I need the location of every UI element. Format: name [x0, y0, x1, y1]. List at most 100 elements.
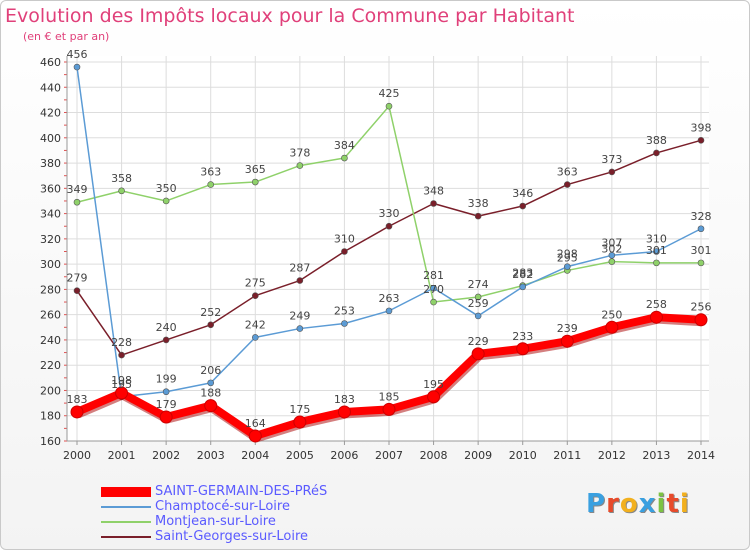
data-point: [296, 277, 304, 284]
logo-letter: r: [606, 489, 620, 519]
data-label: 365: [245, 163, 266, 176]
legend-label-2: Montjean-sur-Loire: [155, 514, 276, 529]
data-label: 274: [468, 278, 489, 291]
x-tick-label: 2002: [152, 449, 180, 462]
data-point: [608, 251, 616, 259]
data-label: 301: [691, 244, 712, 257]
data-label: 164: [245, 417, 266, 430]
data-label: 250: [601, 308, 622, 321]
data-point: [162, 388, 170, 396]
data-label: 253: [334, 305, 355, 318]
chart-title: Evolution des Impôts locaux pour la Comm…: [5, 5, 575, 27]
data-label: 301: [646, 244, 667, 257]
data-label: 270: [423, 283, 444, 296]
data-point: [73, 287, 81, 294]
data-label: 363: [557, 166, 578, 179]
data-point: [653, 149, 660, 157]
data-label: 185: [379, 390, 400, 403]
data-label: 328: [691, 210, 712, 223]
data-point: [337, 405, 351, 419]
legend-label-3: Saint-Georges-sur-Loire: [155, 529, 309, 544]
data-label: 348: [423, 184, 444, 197]
data-label: 373: [601, 153, 622, 166]
x-tick-label: 2000: [63, 449, 91, 462]
data-point: [248, 429, 262, 443]
data-point: [649, 310, 663, 324]
data-point: [471, 347, 485, 361]
data-label: 388: [646, 134, 667, 147]
x-tick-label: 2013: [642, 449, 670, 462]
data-point: [385, 307, 393, 315]
x-tick-label: 2005: [286, 449, 314, 462]
data-point: [430, 200, 437, 207]
data-label: 302: [601, 243, 622, 256]
data-label: 310: [334, 233, 355, 246]
data-label: 338: [468, 197, 489, 210]
data-point: [608, 168, 616, 176]
data-label: 195: [111, 378, 132, 391]
data-label: 179: [156, 398, 177, 411]
y-tick-label: 420: [40, 107, 61, 120]
data-point: [204, 399, 218, 413]
data-label: 287: [289, 262, 310, 275]
y-tick-label: 360: [40, 182, 61, 195]
data-point: [697, 259, 705, 267]
y-tick-label: 260: [40, 309, 61, 322]
data-point: [519, 283, 527, 291]
data-label: 183: [67, 393, 88, 406]
x-tick-label: 2011: [553, 449, 581, 462]
data-label: 456: [67, 48, 88, 61]
data-point: [382, 402, 396, 416]
data-label: 228: [111, 336, 132, 349]
data-point: [694, 313, 708, 327]
data-point: [70, 405, 84, 419]
data-point: [474, 293, 482, 301]
data-label: 188: [200, 387, 221, 400]
data-point: [251, 292, 259, 300]
logo-letter: P: [586, 489, 607, 519]
data-label: 183: [334, 393, 355, 406]
x-tick-label: 2009: [464, 449, 492, 462]
x-tick-label: 2001: [108, 449, 136, 462]
data-label: 282: [512, 268, 533, 281]
data-point: [519, 202, 527, 210]
data-point: [560, 334, 574, 348]
data-point: [653, 259, 660, 267]
data-point: [162, 336, 170, 344]
data-point: [159, 410, 173, 424]
x-tick-label: 2010: [509, 449, 537, 462]
data-label: 252: [200, 306, 221, 319]
y-tick-label: 300: [40, 258, 61, 271]
plot-area: [67, 56, 709, 441]
data-label: 349: [67, 183, 88, 196]
data-point: [115, 386, 129, 400]
data-label: 310: [646, 233, 667, 246]
data-label: 425: [379, 87, 400, 100]
x-tick-label: 2006: [330, 449, 358, 462]
y-tick-label: 280: [40, 283, 61, 296]
y-tick-label: 380: [40, 157, 61, 170]
legend-label-1: Champtocé-sur-Loire: [155, 499, 290, 514]
x-tick-label: 2004: [241, 449, 269, 462]
data-point: [341, 320, 348, 327]
data-point: [251, 334, 259, 341]
logo-letter: i: [656, 489, 667, 519]
data-point: [293, 415, 307, 429]
data-point: [251, 178, 259, 186]
data-label: 175: [289, 403, 310, 416]
x-tick-label: 2014: [687, 449, 715, 462]
logo-letter: t: [666, 489, 680, 519]
data-label: 350: [156, 182, 177, 195]
data-point: [73, 63, 81, 71]
legend-label-0: SAINT-GERMAIN-DES-PRéS: [155, 484, 328, 499]
x-tick-label: 2003: [197, 449, 225, 462]
data-label: 279: [67, 272, 88, 285]
data-point: [605, 320, 619, 334]
y-tick-label: 320: [40, 233, 61, 246]
data-point: [73, 198, 81, 206]
data-label: 298: [557, 248, 578, 261]
data-label: 283: [512, 267, 533, 280]
data-point: [563, 263, 571, 270]
data-label: 358: [111, 172, 132, 185]
